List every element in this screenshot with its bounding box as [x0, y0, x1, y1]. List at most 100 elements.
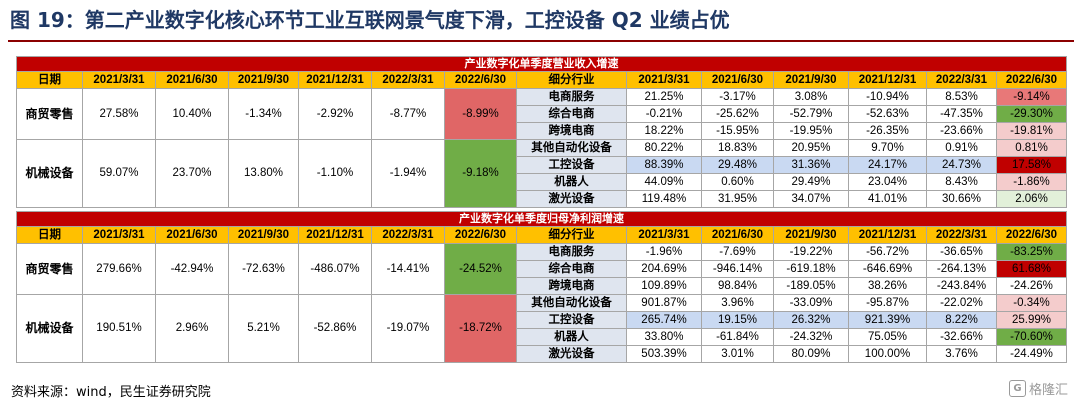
- sub-industry-name: 机器人: [516, 328, 627, 346]
- date-column-header: 2021/3/31: [626, 71, 702, 89]
- group-name: 机械设备: [16, 294, 83, 363]
- date-column-header: 2021/9/30: [773, 71, 849, 89]
- table-row: 综合电商 204.69% -946.14% -619.18% -646.69% -264.…: [17, 260, 1067, 278]
- sub-industry-name: 工控设备: [516, 311, 627, 329]
- sub-industry-value: -0.34%: [996, 294, 1067, 312]
- sub-industry-value: 901.87%: [626, 294, 702, 312]
- sub-industry-value: 75.05%: [848, 328, 927, 346]
- gelonghui-logo-icon: G: [1008, 380, 1026, 397]
- sub-industry-value: -24.32%: [773, 328, 849, 346]
- sub-industry-value: -3.17%: [701, 88, 774, 106]
- sub-industry-value: 20.95%: [773, 139, 849, 157]
- title-divider: [8, 40, 1074, 42]
- date-column-header: 2022/3/31: [926, 71, 997, 89]
- sub-industry-value: 24.73%: [926, 156, 997, 174]
- sub-industry-value: -23.66%: [926, 122, 997, 140]
- sub-industry-value: 25.99%: [996, 311, 1067, 329]
- group-value: -8.77%: [371, 88, 445, 140]
- date-column-header: 2021/12/31: [298, 226, 372, 244]
- sub-industry-value: 119.48%: [626, 190, 702, 208]
- sub-industry-value: 44.09%: [626, 173, 702, 191]
- figure-title: 图 19：第二产业数字化核心环节工业互联网景气度下滑，工控设备 Q2 业绩占优: [10, 8, 730, 32]
- revenue-growth-table: 产业数字化单季度营业收入增速 日期 2021/3/31 2021/6/30 2021/9…: [16, 56, 1067, 208]
- sub-industry-value: 0.91%: [926, 139, 997, 157]
- sub-industry-value: -9.14%: [996, 88, 1067, 106]
- sub-industry-value: -19.81%: [996, 122, 1067, 140]
- date-column-header: 2021/3/31: [626, 226, 702, 244]
- sub-industry-value: -10.94%: [848, 88, 927, 106]
- group-value: 2.96%: [155, 294, 229, 363]
- date-column-header: 2021/9/30: [773, 226, 849, 244]
- group-value: -52.86%: [298, 294, 372, 363]
- group-value: -486.07%: [298, 243, 372, 295]
- source-note: 资料来源：wind，民生证券研究院: [11, 385, 211, 400]
- sub-industry-header: 细分行业: [516, 71, 627, 89]
- sub-industry-value: 503.39%: [626, 345, 702, 363]
- sub-industry-value: -15.95%: [701, 122, 774, 140]
- sub-industry-value: 100.00%: [848, 345, 927, 363]
- sub-industry-value: 109.89%: [626, 277, 702, 295]
- table-row: 跨境电商 109.89% 98.84% -189.05% 38.26% -243.84% -…: [17, 277, 1067, 295]
- group-value: -8.99%: [444, 88, 517, 140]
- sub-industry-value: -0.21%: [626, 105, 702, 123]
- sub-industry-name: 电商服务: [516, 243, 627, 261]
- sub-industry-value: -646.69%: [848, 260, 927, 278]
- sub-industry-value: 19.15%: [701, 311, 774, 329]
- group-value: -24.52%: [444, 243, 517, 295]
- sub-industry-header: 细分行业: [516, 226, 627, 244]
- sub-industry-value: 0.60%: [701, 173, 774, 191]
- date-column-header: 2021/12/31: [848, 71, 927, 89]
- sub-industry-value: -36.65%: [926, 243, 997, 261]
- group-value: -9.18%: [444, 139, 517, 208]
- sub-industry-value: 8.22%: [926, 311, 997, 329]
- table-banner-row: 产业数字化单季度营业收入增速: [16, 56, 1067, 72]
- date-column-header: 2021/12/31: [298, 71, 372, 89]
- sub-industry-value: -189.05%: [773, 277, 849, 295]
- group-value: 10.40%: [155, 88, 229, 140]
- sub-industry-value: 61.68%: [996, 260, 1067, 278]
- date-column-header: 2021/12/31: [848, 226, 927, 244]
- sub-industry-value: -26.35%: [848, 122, 927, 140]
- sub-industry-value: 9.70%: [848, 139, 927, 157]
- sub-industry-value: 0.81%: [996, 139, 1067, 157]
- sub-industry-name: 其他自动化设备: [516, 294, 627, 312]
- date-column-header: 2021/6/30: [701, 71, 774, 89]
- sub-industry-value: 8.53%: [926, 88, 997, 106]
- sub-industry-value: 80.22%: [626, 139, 702, 157]
- sub-industry-value: -19.95%: [773, 122, 849, 140]
- table-row: 激光设备 503.39% 3.01% 80.09% 100.00% 3.76% -24.49…: [17, 345, 1067, 363]
- sub-industry-value: 88.39%: [626, 156, 702, 174]
- sub-industry-name: 机器人: [516, 173, 627, 191]
- group-value: 190.51%: [82, 294, 156, 363]
- date-column-header: 2022/3/31: [926, 226, 997, 244]
- table-row: 商贸零售 279.66% -42.94% -72.63% -486.07% -14.41%…: [16, 243, 1067, 295]
- sub-industry-value: -1.96%: [626, 243, 702, 261]
- sub-industry-value: -243.84%: [926, 277, 997, 295]
- table-row: 激光设备 119.48% 31.95% 34.07% 41.01% 30.66% 2.06%: [17, 190, 1067, 208]
- group-value: 279.66%: [82, 243, 156, 295]
- group-value: 27.58%: [82, 88, 156, 140]
- sub-industry-value: 8.43%: [926, 173, 997, 191]
- group-value: -42.94%: [155, 243, 229, 295]
- group-value: -2.92%: [298, 88, 372, 140]
- table-banner: 产业数字化单季度归母净利润增速: [16, 211, 1067, 227]
- sub-industry-value: -47.35%: [926, 105, 997, 123]
- table-row: 综合电商 -0.21% -25.62% -52.79% -52.63% -47.35% -2…: [17, 105, 1067, 123]
- sub-industry-value: -56.72%: [848, 243, 927, 261]
- sub-industry-value: 33.80%: [626, 328, 702, 346]
- table-row: 工控设备 88.39% 29.48% 31.36% 24.17% 24.73% 17.58%: [17, 156, 1067, 174]
- group-value: 23.70%: [155, 139, 229, 208]
- date-column-header: 2022/3/31: [371, 226, 445, 244]
- date-column-header: 2022/3/31: [371, 71, 445, 89]
- table-banner-row: 产业数字化单季度归母净利润增速: [16, 211, 1067, 227]
- sub-industry-value: -24.49%: [996, 345, 1067, 363]
- sub-industry-value: -19.22%: [773, 243, 849, 261]
- sub-industry-value: 31.95%: [701, 190, 774, 208]
- sub-industry-value: -619.18%: [773, 260, 849, 278]
- sub-industry-value: -95.87%: [848, 294, 927, 312]
- sub-industry-value: 21.25%: [626, 88, 702, 106]
- sub-industry-name: 综合电商: [516, 105, 627, 123]
- sub-industry-value: -52.79%: [773, 105, 849, 123]
- sub-industry-value: -61.84%: [701, 328, 774, 346]
- sub-industry-value: 24.17%: [848, 156, 927, 174]
